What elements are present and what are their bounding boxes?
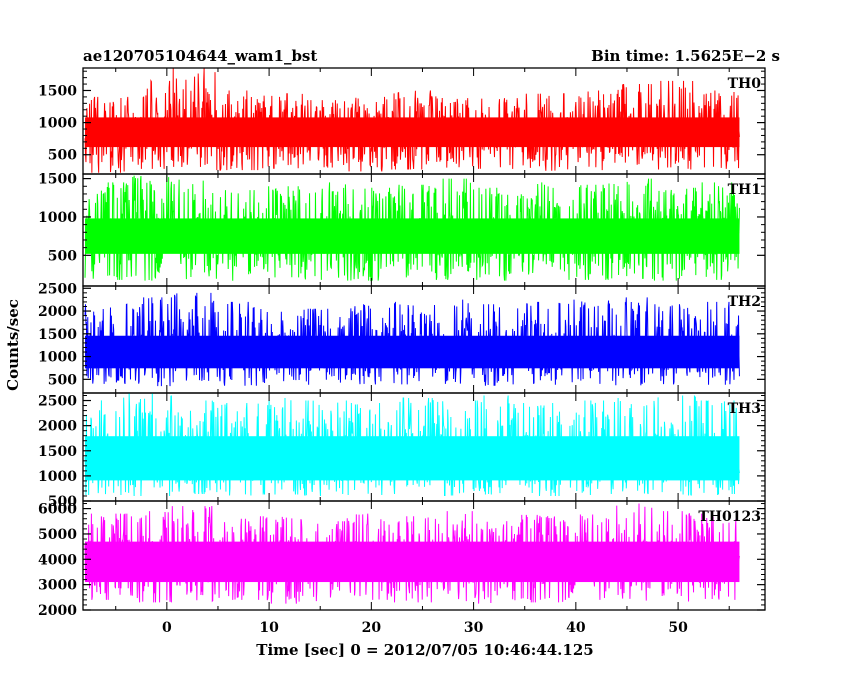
- series-core-th0123: [85, 541, 740, 583]
- series-line-th2: [84, 292, 740, 387]
- panels-group: 500 1000 1500 TH0 500 1000 1500 TH1 500 1000 1500 2…: [38, 67, 766, 619]
- series-core-th0: [85, 117, 740, 148]
- panel-label: TH1: [728, 182, 761, 198]
- panel-th1: 500 1000 1500 TH1: [38, 172, 766, 287]
- y-tick-label: 2000: [38, 304, 77, 320]
- series-core-th1: [85, 218, 740, 254]
- y-axis-label: Counts/sec: [4, 299, 22, 391]
- y-tick-label: 1500: [38, 172, 77, 188]
- y-tick-label: 5000: [38, 527, 77, 543]
- chart-subtitle: Bin time: 1.5625E−2 s: [591, 47, 780, 65]
- y-tick-label: 1500: [38, 444, 77, 460]
- y-tick-label: 6000: [38, 502, 77, 518]
- x-tick-label: 30: [464, 620, 484, 636]
- y-tick-label: 1000: [38, 350, 77, 366]
- y-tick-label: 1500: [38, 327, 77, 343]
- y-tick-label: 2500: [38, 281, 77, 297]
- panel-label: TH0: [728, 76, 762, 92]
- y-tick-label: 2000: [38, 603, 77, 619]
- x-tick-label: 10: [259, 620, 279, 636]
- y-tick-label: 1000: [38, 210, 77, 226]
- y-tick-label: 4000: [38, 552, 77, 568]
- y-tick-label: 1500: [38, 83, 77, 99]
- panel-th2: 500 1000 1500 2000 2500 TH2: [38, 281, 766, 394]
- panel-label: TH2: [728, 294, 761, 310]
- y-tick-label: 500: [48, 248, 77, 264]
- chart-title: ae120705104644_wam1_bst: [83, 47, 317, 65]
- y-tick-label: 500: [48, 148, 77, 164]
- panel-frame: [82, 500, 766, 611]
- panel-label: TH3: [728, 401, 761, 417]
- panel-th0: 500 1000 1500 TH0: [38, 67, 766, 175]
- x-tick-label: 0: [162, 620, 172, 636]
- x-tick-label: 40: [566, 620, 586, 636]
- series-core-th3: [85, 436, 740, 481]
- y-tick-label: 500: [48, 494, 77, 510]
- x-tick-label: 20: [362, 620, 382, 636]
- y-tick-label: 3000: [38, 578, 77, 594]
- x-axis-label: Time [sec] 0 = 2012/07/05 10:46:44.125: [256, 641, 593, 659]
- y-tick-label: 500: [48, 372, 77, 388]
- y-tick-label: 1000: [38, 116, 77, 132]
- y-tick-label: 1000: [38, 469, 77, 485]
- x-tick-label: 50: [668, 620, 688, 636]
- panel-label: TH0123: [698, 509, 761, 525]
- y-tick-label: 2000: [38, 419, 77, 435]
- x-axis: 0 10 20 30 40 50: [162, 620, 688, 636]
- y-tick-label: 2500: [38, 394, 77, 410]
- panel-th0123: 2000 3000 4000 5000 6000 TH0123: [38, 500, 766, 619]
- panel-th3: 500 1000 1500 2000 2500 TH3: [38, 392, 766, 510]
- series-core-th2: [85, 335, 740, 369]
